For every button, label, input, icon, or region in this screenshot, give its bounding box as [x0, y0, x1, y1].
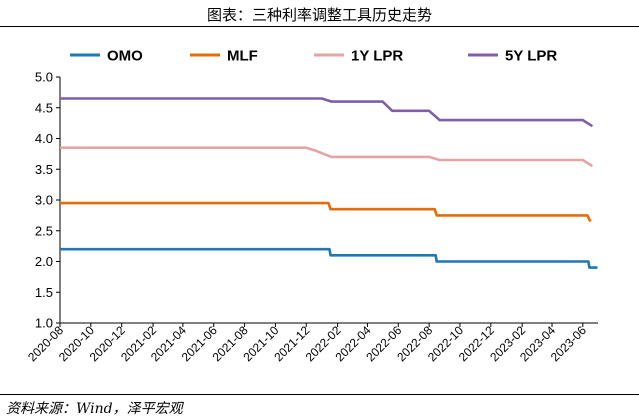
y-tick-label: 2.0	[35, 254, 53, 269]
source-divider	[0, 394, 639, 395]
series-line-omo	[60, 247, 598, 269]
chart-title: 图表：三种利率调整工具历史走势	[206, 6, 432, 24]
y-tick-label: 4.0	[35, 131, 53, 146]
plot-area	[60, 97, 598, 269]
legend-label-5y-lpr: 5Y LPR	[505, 48, 557, 65]
y-tick-label: 5.0	[35, 70, 53, 85]
legend-label-omo: OMO	[107, 48, 143, 65]
legend-label-mlf: MLF	[227, 48, 258, 65]
title-bar: 图表：三种利率调整工具历史走势	[0, 0, 639, 27]
y-tick-label: 3.0	[35, 193, 53, 208]
y-tick-label: 4.5	[35, 100, 53, 115]
legend: OMO MLF 1Y LPR 5Y LPR	[70, 48, 557, 65]
series-line-1y-lpr	[60, 146, 594, 168]
y-tick-label: 1.0	[35, 316, 53, 331]
y-tick-label: 3.5	[35, 162, 53, 177]
y-tick-label: 1.5	[35, 285, 53, 300]
legend-label-1y-lpr: 1Y LPR	[351, 48, 403, 65]
axes: 1.01.52.02.53.03.54.04.55.02020-082020-1…	[25, 70, 598, 364]
series-line-5y-lpr	[60, 97, 594, 128]
y-tick-label: 2.5	[35, 223, 53, 238]
source-note: 资料来源：Wind，泽平宏观	[6, 401, 183, 417]
series-line-mlf	[60, 201, 592, 223]
